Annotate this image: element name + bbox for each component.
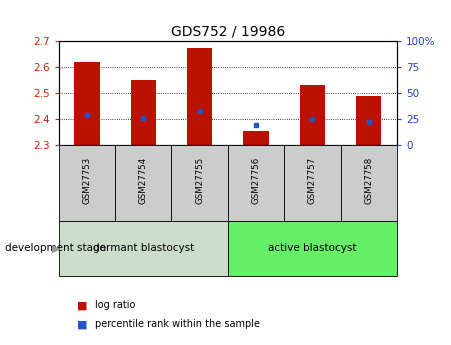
- Bar: [187, 48, 212, 145]
- Text: GSM27758: GSM27758: [364, 156, 373, 204]
- Bar: [299, 86, 325, 145]
- Text: ■: ■: [77, 300, 87, 310]
- Bar: [130, 80, 156, 145]
- Bar: [74, 62, 100, 145]
- Title: GDS752 / 19986: GDS752 / 19986: [170, 25, 285, 39]
- Text: log ratio: log ratio: [95, 300, 135, 310]
- Text: development stage: development stage: [5, 244, 106, 253]
- Text: dormant blastocyst: dormant blastocyst: [92, 244, 194, 253]
- Bar: [243, 131, 269, 145]
- Bar: [356, 96, 382, 145]
- Text: GSM27756: GSM27756: [252, 156, 260, 204]
- Text: ■: ■: [77, 319, 87, 329]
- Text: GSM27757: GSM27757: [308, 156, 317, 204]
- Text: active blastocyst: active blastocyst: [268, 244, 357, 253]
- Text: GSM27755: GSM27755: [195, 156, 204, 204]
- Text: GSM27753: GSM27753: [83, 156, 91, 204]
- Text: percentile rank within the sample: percentile rank within the sample: [95, 319, 260, 329]
- Text: ▶: ▶: [52, 244, 60, 253]
- Text: GSM27754: GSM27754: [139, 156, 147, 204]
